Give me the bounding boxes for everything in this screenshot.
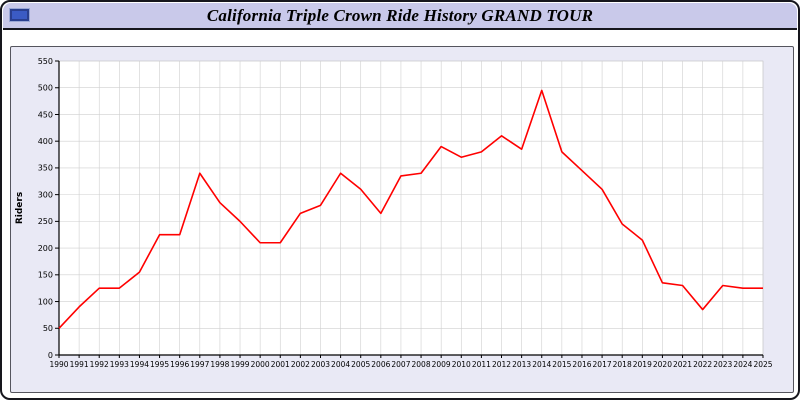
x-tick-label: 2009 — [432, 360, 451, 369]
y-axis-label: Riders — [15, 192, 25, 224]
x-tick-label: 2018 — [613, 360, 632, 369]
x-tick-label: 2008 — [412, 360, 431, 369]
x-tick-label: 2016 — [572, 360, 591, 369]
x-tick-label: 2013 — [512, 360, 531, 369]
x-tick-label: 1996 — [170, 360, 189, 369]
x-tick-label: 1994 — [130, 360, 149, 369]
y-tick-label: 50 — [43, 324, 53, 333]
y-tick-label: 200 — [38, 244, 53, 253]
x-tick-label: 1990 — [49, 360, 68, 369]
y-tick-label: 500 — [38, 84, 53, 93]
x-tick-label: 2023 — [713, 360, 732, 369]
ride-history-line — [58, 89, 763, 329]
y-tick-label: 400 — [38, 137, 53, 146]
x-tick-label: 2006 — [371, 360, 390, 369]
x-tick-label: 2004 — [331, 360, 350, 369]
y-tick-label: 100 — [38, 297, 53, 306]
x-tick-label: 1998 — [210, 360, 229, 369]
x-tick-label: 2022 — [693, 360, 712, 369]
x-tick-label: 1992 — [90, 360, 109, 369]
x-tick-label: 2024 — [733, 360, 752, 369]
x-tick-label: 2015 — [552, 360, 571, 369]
y-tick-label: 550 — [38, 57, 53, 66]
header-image-icon — [9, 8, 30, 22]
x-tick-label: 2019 — [633, 360, 652, 369]
y-tick-label: 0 — [48, 351, 53, 360]
x-tick-label: 2001 — [271, 360, 290, 369]
x-tick-label: 1997 — [190, 360, 209, 369]
y-tick-label: 350 — [38, 164, 53, 173]
x-tick-label: 2021 — [673, 360, 692, 369]
x-tick-label: 2002 — [291, 360, 310, 369]
x-tick-label: 2020 — [653, 360, 672, 369]
x-tick-label: 2014 — [532, 360, 551, 369]
x-tick-label: 2025 — [753, 360, 772, 369]
x-tick-label: 2011 — [472, 360, 491, 369]
x-tick-label: 2012 — [492, 360, 511, 369]
x-tick-label: 2007 — [391, 360, 410, 369]
x-tick-label: 1995 — [150, 360, 169, 369]
x-tick-label: 2005 — [351, 360, 370, 369]
y-tick-label: 250 — [38, 217, 53, 226]
title-bar: California Triple Crown Ride History GRA… — [3, 3, 797, 30]
y-tick-label: 300 — [38, 190, 53, 199]
page-title: California Triple Crown Ride History GRA… — [206, 5, 594, 25]
x-tick-label: 1993 — [110, 360, 129, 369]
y-tick-label: 150 — [38, 271, 53, 280]
x-tick-label: 1991 — [70, 360, 89, 369]
x-tick-label: 2017 — [593, 360, 612, 369]
plot-area — [58, 60, 764, 356]
x-tick-label: 2010 — [452, 360, 471, 369]
x-tick-label: 2003 — [311, 360, 330, 369]
x-tick-label: 2000 — [251, 360, 270, 369]
y-tick-label: 450 — [38, 110, 53, 119]
chart-panel: 0 50 100 150 200 250 300 350 400 450 500 550 1990 199… — [10, 46, 794, 393]
x-tick-label: 1999 — [230, 360, 249, 369]
